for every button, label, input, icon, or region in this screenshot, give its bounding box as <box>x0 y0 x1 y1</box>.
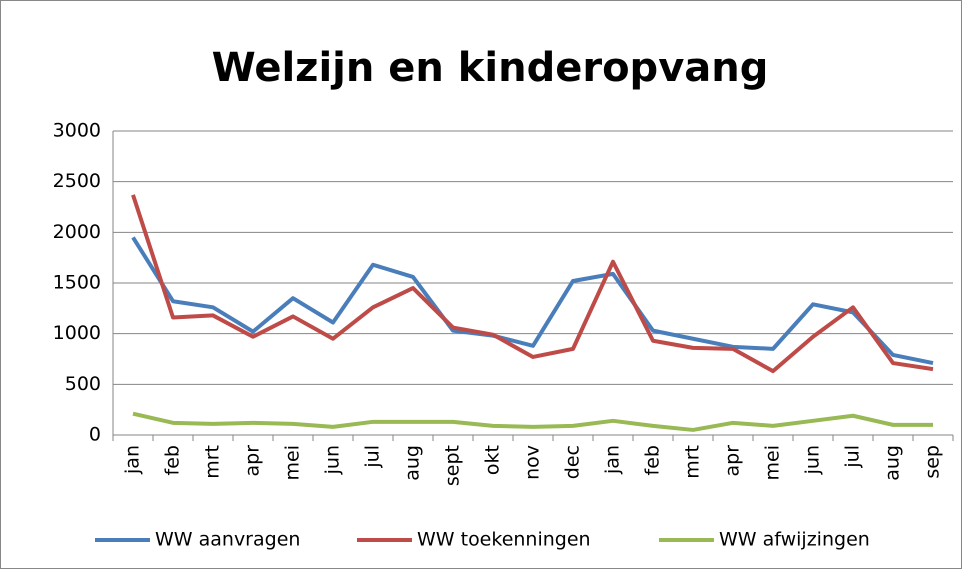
x-tick-label: jun <box>322 445 344 475</box>
y-tick-label: 2500 <box>53 170 101 192</box>
x-tick-label: sept <box>442 445 464 486</box>
x-tick-label: mrt <box>202 445 224 479</box>
x-tick-label: jan <box>122 445 144 475</box>
x-tick-label: mei <box>282 445 304 480</box>
legend-label: WW toekenningen <box>417 529 591 551</box>
y-tick-label: 3000 <box>53 120 101 142</box>
x-tick-label: aug <box>402 445 424 481</box>
x-tick-label: aug <box>882 445 904 481</box>
x-tick-label: jun <box>802 445 824 475</box>
series-line <box>131 236 934 366</box>
x-tick-label: apr <box>242 445 264 477</box>
y-tick-label: 1000 <box>53 322 101 344</box>
y-tick-label: 1500 <box>53 272 101 294</box>
y-tick-label: 0 <box>89 424 101 446</box>
y-tick-label: 500 <box>65 373 101 395</box>
x-tick-label: feb <box>162 445 184 475</box>
x-tick-label: jan <box>602 445 624 475</box>
x-tick-label: jul <box>362 445 384 469</box>
series-line <box>132 411 933 432</box>
x-tick-label: apr <box>722 445 744 477</box>
x-tick-label: dec <box>562 445 584 479</box>
x-tick-label: nov <box>522 445 544 480</box>
x-tick-label: sep <box>922 445 944 479</box>
legend-label: WW aanvragen <box>155 529 300 551</box>
x-tick-label: feb <box>642 445 664 475</box>
chart-title: Welzijn en kinderopvang <box>212 45 769 91</box>
y-tick-label: 2000 <box>53 221 101 243</box>
series-line <box>131 194 934 374</box>
x-tick-label: jul <box>842 445 864 469</box>
x-tick-label: mrt <box>682 445 704 479</box>
legend-label: WW afwijzingen <box>719 529 870 551</box>
x-tick-label: okt <box>482 445 504 475</box>
x-tick-label: mei <box>762 445 784 480</box>
